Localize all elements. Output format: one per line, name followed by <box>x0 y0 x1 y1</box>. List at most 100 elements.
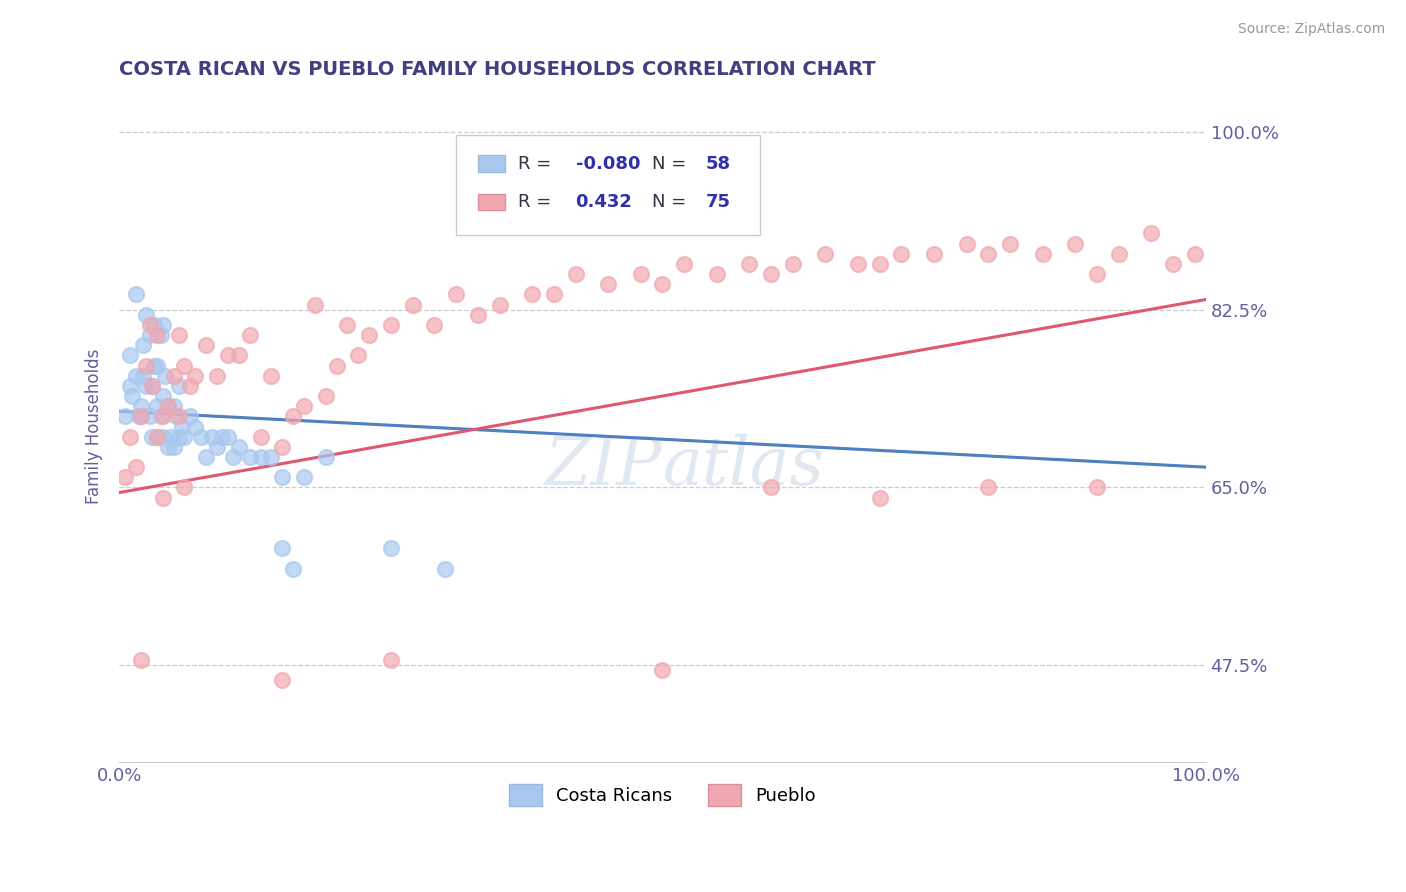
Point <box>205 440 228 454</box>
Point <box>167 409 190 424</box>
Point <box>673 257 696 271</box>
Point <box>152 318 174 332</box>
Point <box>167 430 190 444</box>
Point <box>162 368 184 383</box>
Point <box>401 297 423 311</box>
Point <box>1032 247 1054 261</box>
Point <box>1108 247 1130 261</box>
Point <box>738 257 761 271</box>
Point <box>120 348 142 362</box>
Point <box>304 297 326 311</box>
Point <box>146 399 169 413</box>
Point <box>157 399 180 413</box>
Point <box>153 368 176 383</box>
Point <box>162 399 184 413</box>
Point <box>759 267 782 281</box>
Point <box>782 257 804 271</box>
Point <box>132 338 155 352</box>
Point <box>281 562 304 576</box>
Point <box>179 409 201 424</box>
Point <box>1064 236 1087 251</box>
Point <box>292 399 315 413</box>
Point <box>217 430 239 444</box>
Text: R =: R = <box>517 193 557 211</box>
Point <box>141 379 163 393</box>
Point <box>132 368 155 383</box>
Text: Source: ZipAtlas.com: Source: ZipAtlas.com <box>1237 22 1385 37</box>
Point <box>598 277 620 292</box>
Point <box>129 399 152 413</box>
Text: 75: 75 <box>706 193 731 211</box>
Point <box>129 409 152 424</box>
Point <box>217 348 239 362</box>
Point <box>814 247 837 261</box>
Point <box>271 673 294 688</box>
Point <box>239 328 262 343</box>
Point <box>141 379 163 393</box>
Point <box>120 430 142 444</box>
Y-axis label: Family Households: Family Households <box>86 349 103 504</box>
Point <box>249 430 271 444</box>
Point <box>977 247 1000 261</box>
Point <box>543 287 565 301</box>
Point <box>172 419 194 434</box>
Point <box>173 480 195 494</box>
Point <box>124 368 146 383</box>
Point <box>146 328 169 343</box>
Text: N =: N = <box>651 193 692 211</box>
Point <box>152 389 174 403</box>
Point <box>135 308 157 322</box>
Text: 58: 58 <box>706 154 731 173</box>
Point <box>239 450 262 464</box>
Point <box>124 460 146 475</box>
Point <box>184 368 207 383</box>
Point <box>152 491 174 505</box>
Point <box>380 653 402 667</box>
Point <box>380 541 402 556</box>
Point <box>201 430 224 444</box>
Point <box>138 318 160 332</box>
Bar <box>478 155 505 172</box>
Point <box>179 379 201 393</box>
Point <box>146 359 169 373</box>
Point <box>205 368 228 383</box>
Point <box>869 257 891 271</box>
Point <box>146 430 169 444</box>
Point <box>759 480 782 494</box>
Point <box>260 368 283 383</box>
Point <box>651 664 673 678</box>
Text: ZIP: ZIP <box>546 434 662 500</box>
Point <box>149 409 172 424</box>
Point <box>260 450 283 464</box>
Point <box>467 308 489 322</box>
Point <box>315 450 337 464</box>
Point <box>423 318 446 332</box>
Point <box>1184 247 1206 261</box>
Point <box>315 389 337 403</box>
Point <box>1085 480 1108 494</box>
Point <box>167 328 190 343</box>
Point <box>651 277 673 292</box>
Legend: Costa Ricans, Pueblo: Costa Ricans, Pueblo <box>502 777 823 814</box>
Point <box>152 430 174 444</box>
Point <box>228 440 250 454</box>
Point <box>359 328 381 343</box>
Point <box>135 379 157 393</box>
Point <box>152 409 174 424</box>
Text: 0.432: 0.432 <box>575 193 633 211</box>
Point <box>977 480 1000 494</box>
Point <box>143 359 166 373</box>
Point <box>138 409 160 424</box>
Point <box>271 541 294 556</box>
Point <box>434 562 457 576</box>
Point <box>114 470 136 484</box>
Point <box>325 359 347 373</box>
Point <box>564 267 586 281</box>
Point <box>129 409 152 424</box>
Point <box>141 430 163 444</box>
Point <box>124 287 146 301</box>
Point <box>195 450 218 464</box>
Point <box>157 399 180 413</box>
Point <box>869 491 891 505</box>
Point <box>488 297 510 311</box>
